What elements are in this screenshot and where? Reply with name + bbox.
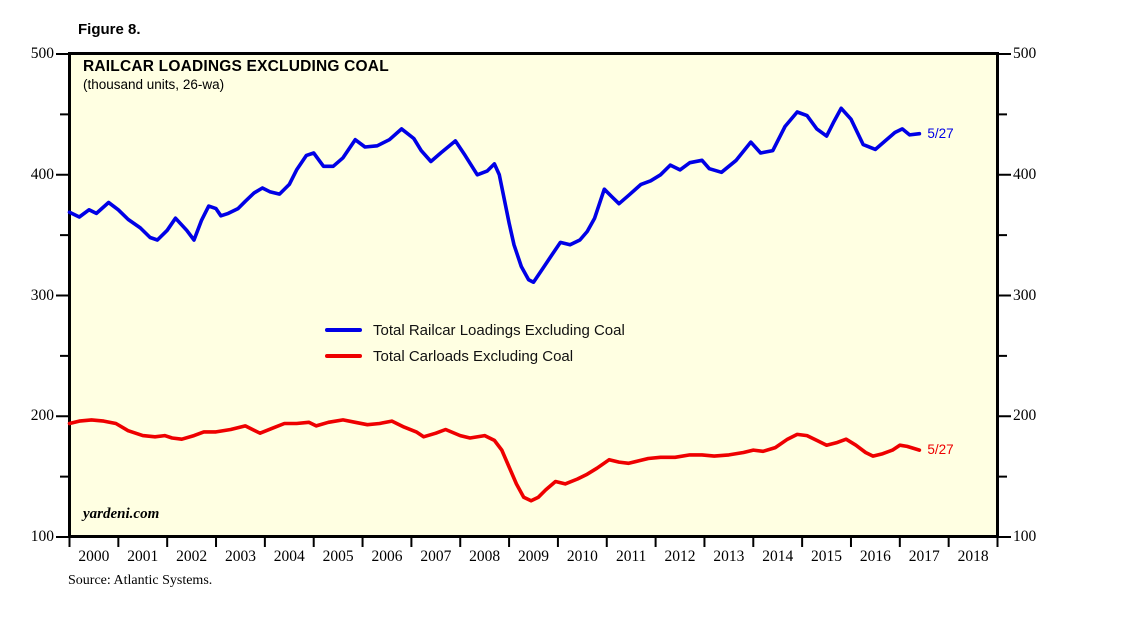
- y-tick-label-left: 300: [30, 286, 54, 304]
- figure-number-label: Figure 8.: [78, 21, 141, 38]
- x-tick-label-year: 2000: [78, 548, 110, 565]
- x-tick-label-year: 2015: [811, 548, 843, 565]
- x-tick-label-year: 2011: [615, 548, 647, 565]
- blue-line-swatch: [325, 327, 362, 333]
- y-tick-label-right: 400: [1013, 165, 1037, 183]
- x-tick-label-year: 2018: [957, 548, 989, 565]
- x-tick-label-year: 2002: [176, 548, 208, 565]
- y-tick-label-right: 100: [1013, 528, 1037, 545]
- source-note: Source: Atlantic Systems.: [68, 573, 213, 588]
- y-tick-label-right: 300: [1013, 286, 1037, 304]
- red-line-swatch: [325, 353, 362, 359]
- x-tick-label-year: 2017: [908, 548, 940, 565]
- legend-item-railcar-loadings: Total Railcar Loadings Excluding Coal: [325, 317, 625, 343]
- x-tick-label-year: 2007: [420, 548, 452, 565]
- legend-item-carloads: Total Carloads Excluding Coal: [325, 343, 625, 369]
- x-tick-label-year: 2005: [322, 548, 354, 565]
- y-tick-label-left: 500: [30, 45, 54, 62]
- x-tick-label-year: 2008: [469, 548, 501, 565]
- y-tick-label-right: 200: [1013, 407, 1037, 425]
- legend-label: Total Railcar Loadings Excluding Coal: [373, 321, 625, 339]
- x-tick-label-year: 2013: [713, 548, 745, 565]
- x-tick-label-year: 2001: [127, 548, 159, 565]
- y-tick-label-left: 400: [30, 165, 54, 183]
- chart-subtitle: (thousand units, 26-wa): [83, 77, 225, 92]
- plot-area: [68, 52, 999, 538]
- y-tick-label-left: 100: [30, 528, 54, 545]
- y-tick-label-right: 500: [1013, 45, 1037, 62]
- yardeni-watermark: yardeni.com: [83, 506, 160, 522]
- x-tick-label-year: 2012: [664, 548, 696, 565]
- chart-title: RAILCAR LOADINGS EXCLUDING COAL: [83, 58, 389, 75]
- x-tick-label-year: 2003: [224, 548, 256, 565]
- x-tick-label-year: 2014: [762, 548, 794, 565]
- blue-series-end-date-label: 5/27: [927, 125, 954, 141]
- legend: Total Railcar Loadings Excluding Coal To…: [325, 317, 625, 369]
- x-tick-label-year: 2009: [518, 548, 549, 565]
- y-tick-label-left: 200: [30, 407, 54, 425]
- x-tick-label-year: 2016: [859, 548, 891, 565]
- legend-label: Total Carloads Excluding Coal: [373, 347, 574, 365]
- x-tick-label-year: 2004: [273, 548, 305, 565]
- red-series-end-date-label: 5/27: [927, 442, 954, 458]
- x-tick-label-year: 2010: [566, 548, 598, 565]
- x-tick-label-year: 2006: [371, 548, 403, 565]
